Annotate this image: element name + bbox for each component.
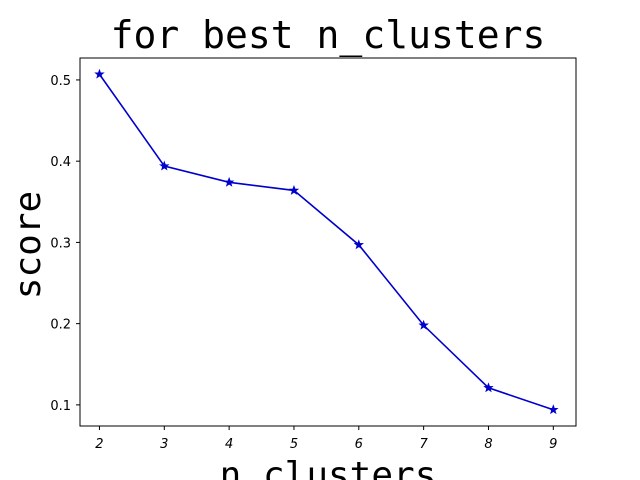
- y-axis-title: score: [8, 191, 49, 299]
- data-point: [353, 239, 365, 250]
- x-tick-label: 7: [419, 437, 428, 452]
- y-tick-label: 0.3: [50, 236, 71, 251]
- x-tick-label: 3: [160, 437, 168, 452]
- y-tick-label: 0.5: [50, 74, 71, 89]
- x-tick-label: 8: [484, 437, 492, 452]
- y-axis-ticks: 0.1 0.2 0.3 0.4 0.5: [50, 74, 80, 414]
- x-axis-title: n_clusters: [220, 455, 437, 480]
- data-point: [288, 184, 300, 195]
- series-line: [98, 73, 554, 411]
- plot-frame: [79, 57, 577, 427]
- chart-title: for best n_clusters: [111, 13, 546, 58]
- x-tick-label: 6: [355, 437, 363, 452]
- y-tick-label: 0.4: [50, 155, 71, 170]
- data-point: [548, 404, 559, 415]
- data-point: [483, 382, 494, 393]
- data-point: [159, 160, 170, 171]
- x-tick-label: 2: [95, 437, 103, 452]
- series-layer: [94, 68, 559, 415]
- data-point: [223, 176, 235, 187]
- x-tick-label: 4: [225, 437, 233, 452]
- x-tick-label: 9: [549, 437, 557, 452]
- data-point: [418, 319, 429, 330]
- x-tick-label: 5: [290, 437, 298, 452]
- data-point: [94, 68, 105, 79]
- x-axis-ticks: 2 3 4 5 6 7 8 9: [95, 426, 557, 452]
- y-tick-label: 0.2: [50, 318, 71, 333]
- y-tick-label: 0.1: [50, 399, 71, 414]
